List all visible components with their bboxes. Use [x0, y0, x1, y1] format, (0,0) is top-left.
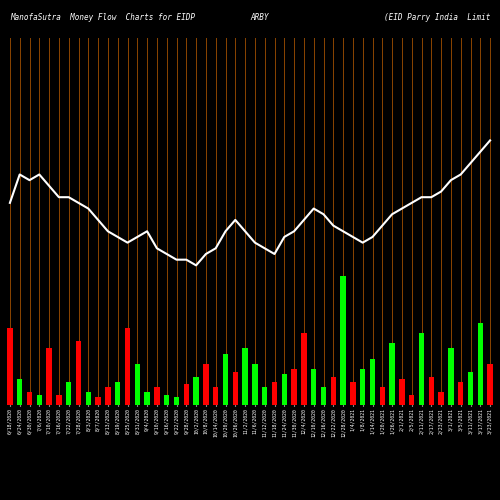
Bar	[194, 376, 199, 405]
Bar	[321, 387, 326, 405]
Bar	[468, 372, 473, 405]
Bar	[311, 369, 316, 405]
Bar	[36, 394, 42, 405]
Bar	[409, 394, 414, 405]
Text: ManofaSutra  Money Flow  Charts for EIDP: ManofaSutra Money Flow Charts for EIDP	[10, 12, 195, 22]
Bar	[7, 328, 12, 405]
Bar	[380, 387, 385, 405]
Bar	[154, 387, 160, 405]
Bar	[272, 382, 277, 405]
Bar	[292, 369, 297, 405]
Bar	[115, 382, 120, 405]
Bar	[213, 387, 218, 405]
Bar	[360, 369, 366, 405]
Bar	[125, 328, 130, 405]
Bar	[174, 398, 179, 405]
Bar	[242, 348, 248, 405]
Bar	[223, 354, 228, 405]
Bar	[488, 364, 493, 405]
Bar	[330, 376, 336, 405]
Bar	[340, 276, 346, 405]
Bar	[164, 394, 170, 405]
Bar	[419, 333, 424, 405]
Bar	[282, 374, 287, 405]
Bar	[96, 398, 101, 405]
Bar	[134, 364, 140, 405]
Bar	[350, 382, 356, 405]
Bar	[144, 392, 150, 405]
Text: (EID Parry India  Limit: (EID Parry India Limit	[384, 12, 490, 22]
Bar	[27, 392, 32, 405]
Bar	[232, 372, 238, 405]
Bar	[370, 358, 375, 405]
Bar	[203, 364, 208, 405]
Bar	[438, 392, 444, 405]
Bar	[399, 380, 404, 405]
Bar	[478, 322, 483, 405]
Bar	[262, 387, 268, 405]
Text: ARBY: ARBY	[251, 12, 269, 22]
Bar	[301, 333, 306, 405]
Bar	[86, 392, 91, 405]
Bar	[66, 382, 71, 405]
Bar	[46, 348, 52, 405]
Bar	[56, 394, 62, 405]
Bar	[76, 340, 81, 405]
Bar	[105, 387, 110, 405]
Bar	[458, 382, 464, 405]
Bar	[428, 376, 434, 405]
Bar	[448, 348, 454, 405]
Bar	[17, 380, 22, 405]
Bar	[252, 364, 258, 405]
Bar	[184, 384, 189, 405]
Bar	[390, 344, 395, 405]
